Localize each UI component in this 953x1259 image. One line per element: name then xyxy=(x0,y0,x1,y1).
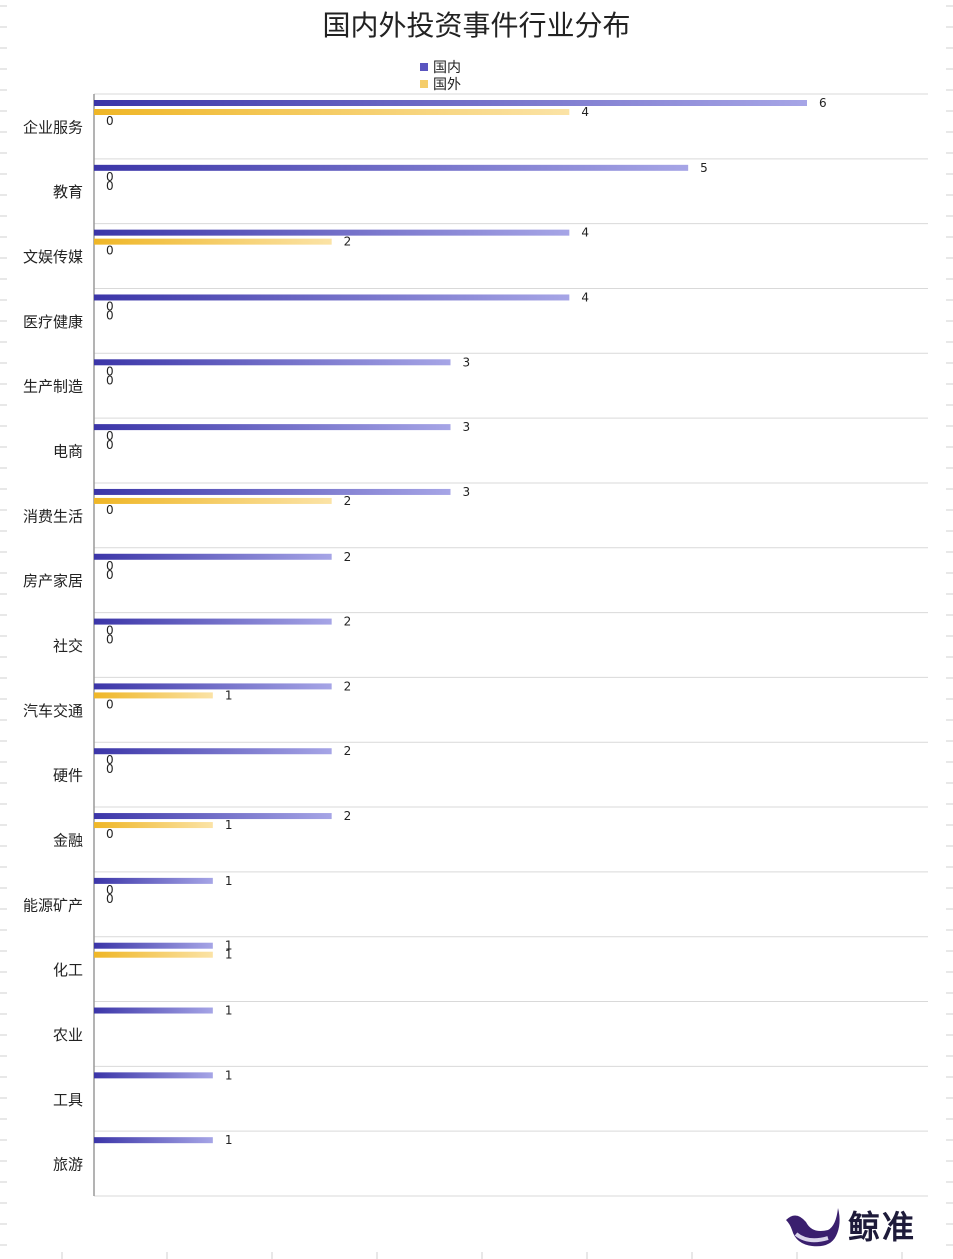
category-label: 房产家居 xyxy=(23,572,83,590)
data-label-domestic: 2 xyxy=(344,744,352,758)
category-label: 金融 xyxy=(53,831,83,849)
category-label: 社交 xyxy=(53,637,83,655)
logo: 鲸准 xyxy=(782,1198,932,1252)
legend-item-foreign[interactable]: 国外 xyxy=(420,75,461,93)
data-label-domestic: 1 xyxy=(225,1004,233,1018)
bar-domestic xyxy=(94,1137,213,1144)
category-label: 农业 xyxy=(53,1026,83,1044)
bar-domestic xyxy=(94,424,451,431)
data-label-domestic: 2 xyxy=(344,550,352,564)
bar-domestic xyxy=(94,942,213,949)
data-label-domestic: 3 xyxy=(463,355,471,369)
bar-domestic xyxy=(94,683,332,690)
data-label-domestic: 3 xyxy=(463,420,471,434)
data-label-foreign: 1 xyxy=(225,818,233,832)
bar-domestic xyxy=(94,359,451,366)
bar-domestic xyxy=(94,877,213,884)
data-label-extra: 0 xyxy=(106,503,114,517)
data-label-foreign: 2 xyxy=(344,494,352,508)
data-label-foreign: 0 xyxy=(106,299,114,313)
legend-swatch-domestic xyxy=(420,62,428,71)
bar-domestic xyxy=(94,1007,213,1014)
data-label-extra: 0 xyxy=(106,373,114,387)
data-label-foreign: 0 xyxy=(106,170,114,184)
category-label: 化工 xyxy=(53,961,83,979)
data-label-foreign: 1 xyxy=(225,948,233,962)
bar-foreign xyxy=(94,497,332,504)
data-label-extra: 0 xyxy=(106,244,114,258)
data-label-extra: 0 xyxy=(106,762,114,776)
data-label-extra: 0 xyxy=(106,568,114,582)
bar-domestic xyxy=(94,553,332,560)
data-label-extra: 0 xyxy=(106,697,114,711)
data-label-extra: 0 xyxy=(106,308,114,322)
category-label: 文娱传媒 xyxy=(23,248,83,266)
data-label-foreign: 0 xyxy=(106,559,114,573)
logo-text: 鲸准 xyxy=(848,1208,917,1246)
data-label-domestic: 4 xyxy=(581,290,589,304)
data-label-foreign: 1 xyxy=(225,688,233,702)
data-label-foreign: 0 xyxy=(106,429,114,443)
data-label-domestic: 5 xyxy=(700,161,708,175)
bar-domestic xyxy=(94,1072,213,1079)
category-label: 教育 xyxy=(53,183,83,201)
data-label-domestic: 1 xyxy=(225,874,233,888)
category-label: 汽车交通 xyxy=(23,702,83,720)
category-label: 旅游 xyxy=(53,1156,83,1174)
bar-foreign xyxy=(94,951,213,958)
bar-foreign xyxy=(94,109,570,115)
legend-swatch-foreign xyxy=(420,79,428,88)
data-label-foreign: 2 xyxy=(344,235,352,249)
category-label: 企业服务 xyxy=(23,118,83,136)
legend-label-domestic: 国内 xyxy=(433,59,461,76)
bar-domestic xyxy=(94,488,451,495)
bar-domestic xyxy=(94,294,570,301)
category-label: 能源矿产 xyxy=(23,896,83,914)
data-label-foreign: 0 xyxy=(106,624,114,638)
data-label-extra: 0 xyxy=(106,633,114,647)
whale-icon xyxy=(786,1208,840,1247)
data-label-extra: 0 xyxy=(106,827,114,841)
chart-title: 国内外投资事件行业分布 xyxy=(322,9,631,42)
data-label-extra: 0 xyxy=(106,179,114,193)
data-label-extra: 0 xyxy=(106,114,114,128)
data-label-foreign: 0 xyxy=(106,364,114,378)
data-label-domestic: 6 xyxy=(819,96,827,110)
data-label-domestic: 1 xyxy=(225,1133,233,1147)
data-label-extra: 0 xyxy=(106,892,114,906)
category-label: 硬件 xyxy=(53,767,83,785)
category-label: 消费生活 xyxy=(23,507,83,525)
data-label-domestic: 3 xyxy=(463,485,471,499)
bar-domestic xyxy=(94,229,570,236)
category-label: 电商 xyxy=(53,443,83,461)
bar-domestic xyxy=(94,618,332,625)
data-label-foreign: 4 xyxy=(581,105,589,119)
bar-foreign xyxy=(94,238,332,245)
bar-domestic xyxy=(94,100,807,106)
bar-domestic xyxy=(94,748,332,755)
legend-label-foreign: 国外 xyxy=(433,76,461,93)
data-label-domestic: 4 xyxy=(581,226,589,240)
category-label: 医疗健康 xyxy=(23,313,83,331)
data-label-domestic: 2 xyxy=(344,809,352,823)
category-label: 生产制造 xyxy=(23,378,83,396)
bar-domestic xyxy=(94,813,332,820)
bar-foreign xyxy=(94,692,213,699)
data-label-domestic: 1 xyxy=(225,1068,233,1082)
data-label-domestic: 2 xyxy=(344,615,352,629)
category-label: 工具 xyxy=(53,1091,83,1109)
legend-item-domestic[interactable]: 国内 xyxy=(420,58,461,76)
legend: 国内 国外 xyxy=(420,58,461,93)
data-label-foreign: 0 xyxy=(106,753,114,767)
data-label-domestic: 2 xyxy=(344,679,352,693)
data-label-domestic: 1 xyxy=(225,939,233,953)
data-label-foreign: 0 xyxy=(106,883,114,897)
data-label-extra: 0 xyxy=(106,438,114,452)
bar-foreign xyxy=(94,822,213,829)
bar-domestic xyxy=(94,164,689,171)
